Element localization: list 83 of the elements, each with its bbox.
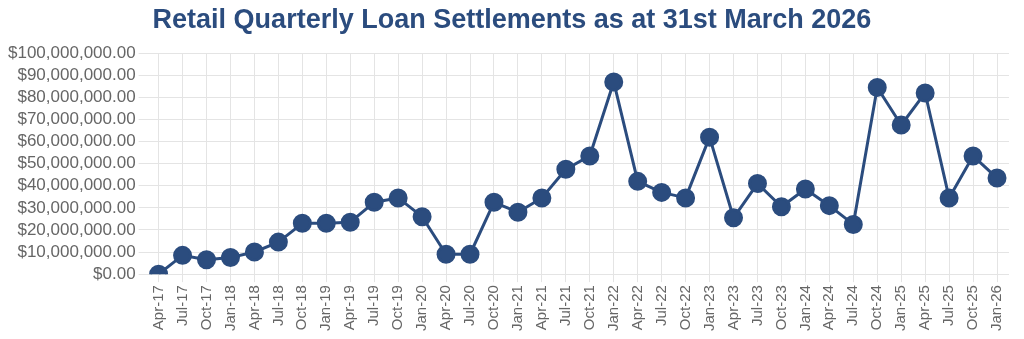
point (268, 232, 288, 252)
point (173, 245, 193, 265)
y-tick-label: $10,000,000.00 (17, 241, 136, 261)
x-tick-label: Apr-17 (148, 285, 166, 331)
point (388, 188, 408, 208)
point (220, 248, 240, 268)
point (747, 174, 767, 194)
y-tick-label: $60,000,000.00 (17, 131, 136, 151)
x-tick-label: Jul-25 (939, 285, 957, 326)
point (244, 242, 264, 262)
x-tick-label: Oct-25 (963, 285, 981, 331)
point (795, 179, 815, 199)
x-tick-label: Apr-25 (915, 285, 933, 331)
x-tick-label: Jan-22 (603, 285, 621, 332)
point (197, 250, 217, 270)
x-tick-label: Apr-21 (532, 285, 550, 331)
y-tick-label: $70,000,000.00 (17, 109, 136, 129)
point (412, 207, 432, 227)
x-tick-label: Apr-19 (340, 285, 358, 331)
point (484, 192, 504, 212)
point (915, 83, 935, 103)
y-tick-label: $100,000,000.00 (8, 42, 136, 62)
x-tick-label: Oct-20 (484, 285, 502, 331)
x-tick-label: Oct-18 (292, 285, 310, 331)
x-tick-label: Jan-18 (220, 285, 238, 332)
y-tick-label: $30,000,000.00 (17, 197, 136, 217)
point (316, 213, 336, 233)
point (652, 182, 672, 202)
x-tick-label: Oct-23 (771, 285, 789, 331)
point (676, 188, 696, 208)
x-tick-label: Jan-23 (699, 285, 717, 332)
x-tick-label: Jan-26 (987, 285, 1005, 332)
x-tick-label: Jul-22 (651, 285, 669, 326)
x-tick-label: Oct-17 (196, 285, 214, 331)
point (340, 212, 360, 232)
x-tick-label: Jul-20 (460, 285, 478, 326)
x-tick-label: Jan-21 (508, 285, 526, 332)
point (819, 196, 839, 216)
x-tick-label: Apr-20 (436, 285, 454, 331)
y-tick-label: $90,000,000.00 (17, 64, 136, 84)
point (460, 244, 480, 264)
y-tick-label: $20,000,000.00 (17, 219, 136, 239)
x-tick-label: Jul-18 (268, 285, 286, 326)
y-tick-label: $0.00 (93, 263, 136, 283)
point (939, 188, 959, 208)
point (436, 244, 456, 264)
x-tick-label: Jan-25 (891, 285, 909, 332)
x-tick-label: Oct-19 (388, 285, 406, 331)
x-tick-label: Jul-23 (747, 285, 765, 326)
point (987, 168, 1007, 188)
x-tick-label: Oct-21 (579, 285, 597, 331)
point (532, 188, 552, 208)
x-tick-label: Jul-21 (555, 285, 573, 326)
x-tick-label: Jan-19 (316, 285, 334, 332)
point (580, 146, 600, 166)
chart-title: Retail Quarterly Loan Settlements as at 31st March 2026 (151, 4, 873, 36)
y-tick-label: $80,000,000.00 (17, 87, 136, 107)
y-tick-label: $50,000,000.00 (17, 153, 136, 173)
x-tick-label: Jul-19 (364, 285, 382, 326)
point (724, 208, 744, 228)
point (628, 171, 648, 191)
point (963, 146, 983, 166)
x-tick-label: Jul-17 (172, 285, 190, 326)
y-tick-label: $40,000,000.00 (17, 175, 136, 195)
point (364, 192, 384, 212)
x-tick-label: Jan-20 (412, 285, 430, 332)
point (700, 127, 720, 147)
point (771, 197, 791, 217)
point (556, 159, 576, 179)
x-tick-label: Jan-24 (795, 285, 813, 332)
point (604, 72, 624, 92)
point (843, 214, 863, 234)
x-tick-label: Apr-18 (244, 285, 262, 331)
x-tick-label: Apr-24 (819, 285, 837, 331)
point (891, 115, 911, 135)
x-tick-label: Apr-22 (627, 285, 645, 331)
x-tick-label: Oct-22 (675, 285, 693, 331)
point (867, 77, 887, 97)
x-tick-label: Jul-24 (843, 285, 861, 326)
x-tick-label: Apr-23 (723, 285, 741, 331)
point (292, 213, 312, 233)
point (508, 202, 528, 222)
x-tick-label: Oct-24 (867, 285, 885, 331)
